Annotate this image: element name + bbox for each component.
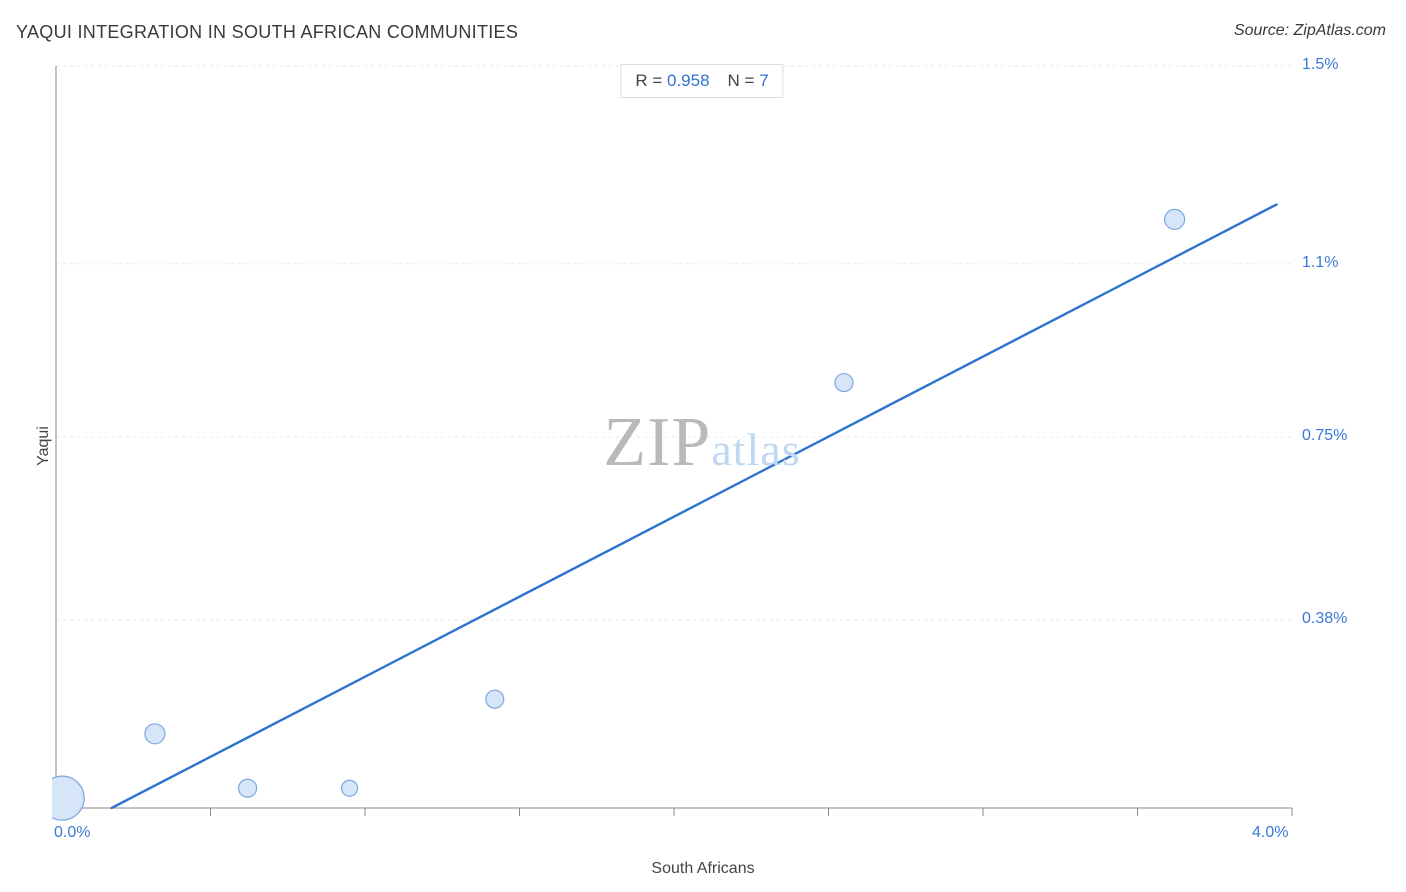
stats-box: R = 0.958 N = 7 — [620, 64, 783, 98]
n-label: N = — [728, 71, 755, 90]
source-citation: Source: ZipAtlas.com — [1234, 22, 1386, 40]
n-value: 7 — [759, 71, 768, 90]
scatter-plot-svg — [52, 58, 1352, 828]
chart-title: YAQUI INTEGRATION IN SOUTH AFRICAN COMMU… — [16, 22, 518, 43]
n-stat: N = 7 — [728, 71, 769, 91]
chart-container: YAQUI INTEGRATION IN SOUTH AFRICAN COMMU… — [0, 0, 1406, 892]
x-tick-label: 0.0% — [54, 824, 90, 842]
x-tick-label: 4.0% — [1252, 824, 1288, 842]
y-tick-label: 0.75% — [1302, 427, 1347, 445]
r-label: R = — [635, 71, 662, 90]
plot-area: ZIPatlas R = 0.958 N = 7 — [52, 58, 1352, 828]
r-stat: R = 0.958 — [635, 71, 709, 91]
y-tick-label: 0.38% — [1302, 610, 1347, 628]
y-tick-label: 1.1% — [1302, 254, 1338, 272]
y-axis-label: Yaqui — [35, 426, 53, 466]
y-tick-label: 1.5% — [1302, 56, 1338, 74]
x-axis-label: South Africans — [651, 860, 754, 878]
r-value: 0.958 — [667, 71, 710, 90]
